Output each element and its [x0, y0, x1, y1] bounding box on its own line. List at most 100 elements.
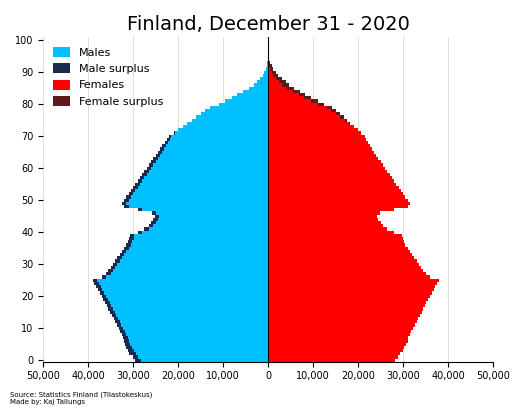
Bar: [151, 221, 155, 224]
Bar: [268, 77, 282, 80]
Bar: [138, 179, 142, 183]
Bar: [124, 339, 268, 342]
Bar: [268, 160, 381, 164]
Bar: [127, 243, 131, 247]
Bar: [268, 164, 383, 166]
Bar: [268, 272, 426, 275]
Bar: [268, 336, 408, 339]
Bar: [268, 138, 366, 141]
Bar: [106, 272, 111, 275]
Bar: [268, 189, 401, 192]
Bar: [124, 205, 129, 208]
Bar: [268, 192, 403, 195]
Bar: [268, 282, 437, 285]
Bar: [108, 269, 113, 272]
Bar: [268, 352, 401, 355]
Bar: [268, 314, 419, 317]
Bar: [127, 195, 131, 199]
Bar: [129, 192, 133, 195]
Bar: [268, 170, 387, 173]
Bar: [254, 83, 268, 87]
Bar: [160, 147, 268, 151]
Bar: [122, 202, 127, 205]
Bar: [120, 253, 124, 256]
Bar: [268, 358, 395, 362]
Bar: [218, 102, 268, 106]
Bar: [268, 221, 381, 224]
Bar: [268, 349, 403, 352]
Bar: [103, 298, 268, 301]
Bar: [121, 330, 268, 333]
Bar: [142, 173, 146, 176]
Bar: [169, 135, 171, 138]
Bar: [124, 247, 129, 250]
Text: Source: Statistics Finland (Tilastokeskus)
Made by: Kaj Tallungs: Source: Statistics Finland (Tilastokesku…: [10, 391, 153, 405]
Bar: [344, 119, 347, 122]
Bar: [96, 285, 101, 288]
Bar: [268, 183, 396, 186]
Bar: [133, 186, 138, 189]
Bar: [112, 314, 268, 317]
Legend: Males, Male surplus, Females, Female surplus: Males, Male surplus, Females, Female sur…: [49, 43, 167, 111]
Bar: [304, 96, 311, 100]
Bar: [135, 183, 140, 186]
Bar: [268, 333, 410, 336]
Bar: [138, 179, 268, 183]
Bar: [100, 291, 104, 294]
Bar: [268, 202, 410, 205]
Bar: [268, 64, 271, 67]
Bar: [153, 157, 158, 160]
Bar: [153, 218, 158, 221]
Bar: [349, 122, 350, 125]
Bar: [268, 100, 318, 102]
Bar: [130, 352, 268, 355]
Bar: [318, 102, 324, 106]
Bar: [205, 109, 268, 112]
Bar: [128, 349, 133, 352]
Bar: [268, 247, 407, 250]
Bar: [153, 218, 268, 221]
Bar: [138, 208, 268, 211]
Bar: [268, 173, 390, 176]
Bar: [268, 266, 421, 269]
Bar: [183, 125, 268, 128]
Bar: [125, 342, 130, 346]
Bar: [268, 58, 269, 61]
Bar: [268, 205, 407, 208]
Bar: [151, 160, 155, 164]
Bar: [268, 294, 430, 298]
Bar: [268, 214, 377, 218]
Bar: [124, 199, 268, 202]
Bar: [268, 195, 405, 199]
Bar: [102, 275, 268, 278]
Bar: [110, 311, 114, 314]
Bar: [102, 294, 106, 298]
Bar: [123, 336, 268, 339]
Bar: [129, 237, 133, 240]
Bar: [268, 307, 423, 311]
Bar: [260, 77, 268, 80]
Bar: [268, 87, 293, 90]
Bar: [124, 339, 129, 342]
Bar: [130, 234, 134, 237]
Bar: [162, 144, 268, 147]
Bar: [268, 144, 370, 147]
Bar: [114, 317, 268, 320]
Bar: [160, 147, 164, 151]
Bar: [268, 288, 434, 291]
Bar: [122, 333, 268, 336]
Bar: [128, 240, 268, 243]
Bar: [115, 259, 268, 263]
Bar: [151, 160, 268, 164]
Bar: [130, 234, 268, 237]
Bar: [131, 189, 268, 192]
Bar: [268, 122, 350, 125]
Bar: [133, 186, 268, 189]
Bar: [174, 131, 175, 135]
Bar: [155, 154, 268, 157]
Bar: [268, 285, 435, 288]
Bar: [268, 339, 407, 342]
Bar: [268, 125, 354, 128]
Bar: [155, 154, 160, 157]
Bar: [98, 288, 102, 291]
